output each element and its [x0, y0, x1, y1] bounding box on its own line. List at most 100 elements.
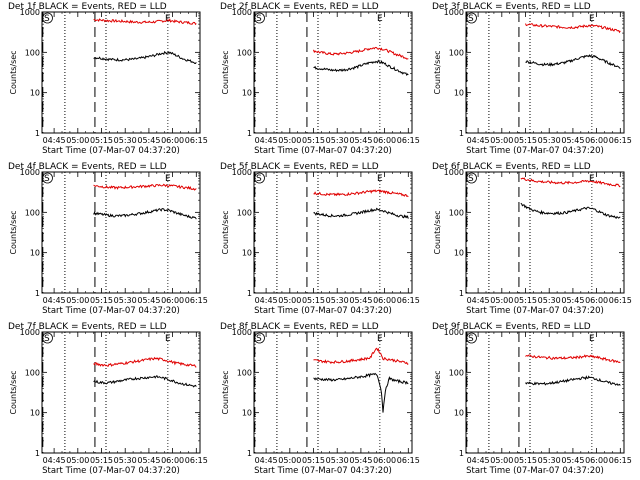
x-tick-label: 05:45 — [137, 456, 160, 465]
x-tick-label: 05:30 — [326, 456, 349, 465]
y-tick-label: 1000 — [232, 168, 252, 177]
y-tick-label: 1 — [35, 289, 40, 298]
x-axis-label: Start Time (07-Mar-07 04:37:20) — [466, 146, 604, 156]
x-tick-label: 05:00 — [278, 296, 301, 305]
start-marker-circle — [466, 172, 477, 184]
y-tick-label: 100 — [449, 48, 464, 57]
start-marker-circle — [42, 332, 53, 344]
x-tick-label: 04:45 — [43, 296, 66, 305]
chart-panel-6: Det 6f BLACK = Events, RED = LLD 1 10 100 10… — [432, 162, 632, 316]
y-axis-label: Counts/sec — [221, 210, 230, 254]
series-line-events — [93, 50, 197, 65]
x-tick-label: 06:00 — [585, 296, 608, 305]
x-tick-label: 06:00 — [585, 456, 608, 465]
series-line-lld — [520, 177, 621, 188]
plot-frame — [465, 331, 625, 454]
x-axis-label: Start Time (07-Mar-07 04:37:20) — [42, 466, 180, 476]
x-tick-label: 05:45 — [561, 456, 584, 465]
plot-frame — [41, 11, 201, 134]
chart-title: Det 2f BLACK = Events, RED = LLD — [220, 2, 379, 12]
start-marker-label: S — [256, 14, 262, 24]
x-tick-label: 05:00 — [66, 136, 89, 145]
start-marker-label: S — [44, 174, 50, 184]
chart-panel-7: Det 7f BLACK = Events, RED = LLD 1 10 100 10… — [8, 322, 208, 476]
y-tick-label: 1 — [247, 129, 252, 138]
x-tick-label: 06:00 — [373, 136, 396, 145]
x-axis-label: Start Time (07-Mar-07 04:37:20) — [254, 306, 392, 316]
series-line-events — [313, 59, 409, 76]
y-tick-label: 100 — [25, 368, 40, 377]
chart-title: Det 7f BLACK = Events, RED = LLD — [8, 322, 167, 332]
x-tick-label: 05:15 — [514, 456, 537, 465]
x-tick-label: 05:45 — [561, 296, 584, 305]
start-marker-circle — [254, 332, 265, 344]
series-line-lld — [93, 183, 197, 191]
chart-title: Det 3f BLACK = Events, RED = LLD — [432, 2, 591, 12]
x-tick-label: 05:15 — [90, 136, 113, 145]
x-tick-label: 05:30 — [114, 296, 137, 305]
series-line-lld — [313, 189, 409, 198]
x-tick-label: 05:00 — [490, 296, 513, 305]
chart-panel-3: Det 3f BLACK = Events, RED = LLD 1 10 100 10… — [432, 2, 632, 156]
y-tick-label: 10 — [242, 249, 252, 258]
x-tick-label: 05:30 — [538, 296, 561, 305]
y-tick-label: 1000 — [232, 328, 252, 337]
series-line-events — [520, 202, 621, 219]
x-axis-label: Start Time (07-Mar-07 04:37:20) — [466, 466, 604, 476]
y-tick-label: 10 — [454, 409, 464, 418]
x-tick-label: 05:00 — [278, 136, 301, 145]
y-tick-label: 1000 — [444, 328, 464, 337]
x-tick-label: 05:15 — [514, 296, 537, 305]
x-axis-label: Start Time (07-Mar-07 04:37:20) — [42, 306, 180, 316]
x-tick-label: 05:30 — [114, 136, 137, 145]
y-tick-label: 1 — [247, 289, 252, 298]
start-marker-label: S — [256, 334, 262, 344]
y-tick-label: 10 — [30, 409, 40, 418]
x-axis-label: Start Time (07-Mar-07 04:37:20) — [42, 146, 180, 156]
x-tick-label: 05:45 — [137, 296, 160, 305]
x-tick-label: 06:15 — [185, 136, 208, 145]
series-line-events — [93, 375, 197, 388]
y-tick-label: 1 — [459, 449, 464, 458]
chart-panel-4: Det 4f BLACK = Events, RED = LLD 1 10 100 10… — [8, 162, 208, 316]
chart-panel-1: Det 1f BLACK = Events, RED = LLD 1 10 100 10… — [8, 2, 208, 156]
y-axis-label: Counts/sec — [9, 370, 18, 414]
y-tick-label: 1 — [247, 449, 252, 458]
y-tick-label: 1000 — [20, 168, 40, 177]
y-tick-label: 1000 — [444, 168, 464, 177]
x-tick-label: 05:30 — [538, 136, 561, 145]
series-line-lld — [525, 23, 621, 34]
chart-title: Det 9f BLACK = Events, RED = LLD — [432, 322, 591, 332]
x-tick-label: 06:15 — [185, 296, 208, 305]
plot-frame — [253, 331, 413, 454]
plot-frame — [41, 171, 201, 294]
x-axis-label: Start Time (07-Mar-07 04:37:20) — [254, 466, 392, 476]
y-tick-label: 100 — [449, 208, 464, 217]
x-tick-label: 05:15 — [90, 456, 113, 465]
series-line-lld — [93, 356, 197, 368]
x-tick-label: 06:00 — [373, 296, 396, 305]
chart-title: Det 4f BLACK = Events, RED = LLD — [8, 162, 167, 172]
y-tick-label: 10 — [454, 249, 464, 258]
x-tick-label: 06:00 — [161, 296, 184, 305]
x-tick-label: 05:45 — [561, 136, 584, 145]
x-tick-label: 06:00 — [161, 456, 184, 465]
plot-frame — [253, 11, 413, 134]
y-axis-label: Counts/sec — [221, 50, 230, 94]
chart-title: Det 5f BLACK = Events, RED = LLD — [220, 162, 379, 172]
y-tick-label: 100 — [237, 368, 252, 377]
x-tick-label: 04:45 — [467, 456, 490, 465]
y-tick-label: 100 — [237, 48, 252, 57]
start-marker-label: S — [256, 174, 262, 184]
x-tick-label: 06:15 — [609, 136, 632, 145]
chart-panel-2: Det 2f BLACK = Events, RED = LLD 1 10 100 10… — [220, 2, 420, 156]
y-tick-label: 1 — [459, 289, 464, 298]
series-line-lld — [313, 347, 409, 365]
x-tick-label: 05:00 — [278, 456, 301, 465]
y-axis-label: Counts/sec — [9, 50, 18, 94]
x-tick-label: 04:45 — [467, 296, 490, 305]
y-axis-label: Counts/sec — [433, 370, 442, 414]
x-tick-label: 04:45 — [255, 136, 278, 145]
x-tick-label: 06:15 — [609, 456, 632, 465]
x-tick-label: 04:45 — [467, 136, 490, 145]
